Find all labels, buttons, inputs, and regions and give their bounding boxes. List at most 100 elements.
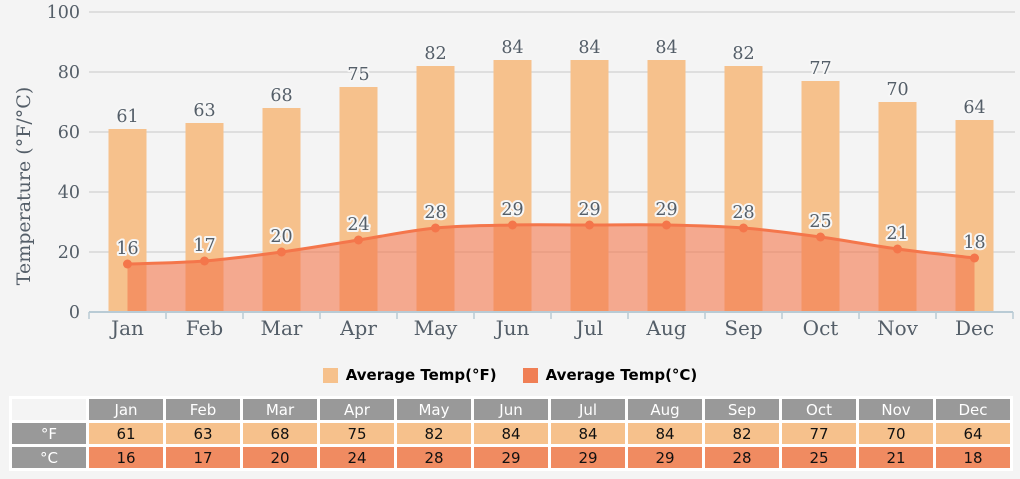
temperature-table-wrap: Jan Feb Mar Apr May Jun Jul Aug Sep Oct Nov Dec °F 61… xyxy=(9,396,1013,471)
line-value-label: 17 xyxy=(193,236,215,256)
x-axis-month-label: Apr xyxy=(339,316,377,340)
line-value-label: 16 xyxy=(116,239,138,259)
bar-value-label: 61 xyxy=(116,107,138,127)
line-marker[interactable] xyxy=(354,235,363,245)
temperature-chart: 61 63 68 75 82 84 84 84 82 77 70 64 16 17 20 24 28 29 29 29… xyxy=(13,3,1015,340)
x-axis-month-label: Jun xyxy=(494,316,530,340)
line-marker[interactable] xyxy=(277,247,286,257)
table-month-header: Jul xyxy=(551,399,625,420)
y-axis-tick-label: 0 xyxy=(69,303,80,323)
y-axis-tick-label: 60 xyxy=(58,123,80,143)
bar-value-label: 84 xyxy=(655,38,677,58)
line-value-label: 24 xyxy=(347,215,369,235)
line-marker[interactable] xyxy=(816,232,825,242)
line-marker[interactable] xyxy=(739,223,748,233)
table-row: °C 16 17 20 24 28 29 29 29 28 25 21 18 xyxy=(12,447,1010,468)
table-cell: 70 xyxy=(859,423,933,444)
table-cell: 84 xyxy=(474,423,548,444)
y-axis-tick-label: 80 xyxy=(58,63,80,83)
line-marker[interactable] xyxy=(431,223,440,233)
table-cell: 29 xyxy=(628,447,702,468)
table-month-header: Feb xyxy=(166,399,240,420)
line-value-label: 29 xyxy=(578,200,600,220)
table-cell: 28 xyxy=(705,447,779,468)
legend-item-avg-temp-c[interactable]: Average Temp(°C) xyxy=(522,366,698,384)
table-cell: 68 xyxy=(243,423,317,444)
table-row-label: °F xyxy=(12,423,86,444)
table-month-header: Jan xyxy=(89,399,163,420)
table-cell: 64 xyxy=(936,423,1010,444)
table-cell: 75 xyxy=(320,423,394,444)
table-cell: 17 xyxy=(166,447,240,468)
legend-swatch-c-icon xyxy=(522,367,538,383)
table-cell: 25 xyxy=(782,447,856,468)
line-value-label: 28 xyxy=(424,203,446,223)
area-avg-temp-c[interactable] xyxy=(127,224,975,312)
line-marker[interactable] xyxy=(893,244,902,254)
chart-legend: Average Temp(°F) Average Temp(°C) xyxy=(0,362,1020,388)
x-axis-month-label: Mar xyxy=(261,316,303,340)
legend-item-avg-temp-f[interactable]: Average Temp(°F) xyxy=(322,366,497,384)
line-marker[interactable] xyxy=(662,220,671,230)
table-cell: 77 xyxy=(782,423,856,444)
bar-value-label: 68 xyxy=(270,86,292,106)
line-avg-temp-c xyxy=(127,223,975,266)
y-axis-title: Temperature (°F/°C) xyxy=(13,87,35,285)
table-month-header: Dec xyxy=(936,399,1010,420)
bar-value-label: 82 xyxy=(732,44,754,64)
table-month-header: Apr xyxy=(320,399,394,420)
line-value-label: 29 xyxy=(655,200,677,220)
bar-value-label: 64 xyxy=(963,98,985,118)
line-marker[interactable] xyxy=(200,256,209,266)
table-cell: 84 xyxy=(551,423,625,444)
legend-label-f: Average Temp(°F) xyxy=(345,366,497,384)
table-month-header: Sep xyxy=(705,399,779,420)
bar-value-label: 84 xyxy=(578,38,600,58)
table-month-header: Nov xyxy=(859,399,933,420)
table-cell: 61 xyxy=(89,423,163,444)
y-axis-tick-label: 40 xyxy=(58,183,80,203)
line-value-label: 20 xyxy=(270,227,292,247)
bar-value-label: 82 xyxy=(424,44,446,64)
table-month-header: Aug xyxy=(628,399,702,420)
line-marker[interactable] xyxy=(970,253,979,263)
table-month-header: Mar xyxy=(243,399,317,420)
x-axis-month-label: Jan xyxy=(109,316,144,340)
x-axis-month-label: Feb xyxy=(186,316,223,340)
table-cell: 20 xyxy=(243,447,317,468)
table-cell: 63 xyxy=(166,423,240,444)
table-cell: 82 xyxy=(397,423,471,444)
table-cell: 16 xyxy=(89,447,163,468)
table-cell: 82 xyxy=(705,423,779,444)
line-marker[interactable] xyxy=(123,259,132,269)
table-month-header: Jun xyxy=(474,399,548,420)
line-value-label: 21 xyxy=(886,224,908,244)
line-value-label: 18 xyxy=(963,233,985,253)
bar-value-label: 75 xyxy=(347,65,369,85)
table-cell: 24 xyxy=(320,447,394,468)
x-axis-month-label: May xyxy=(414,316,458,340)
line-marker[interactable] xyxy=(508,220,517,230)
table-row-label: °C xyxy=(12,447,86,468)
legend-label-c: Average Temp(°C) xyxy=(545,366,698,384)
x-axis-month-label: Dec xyxy=(955,316,994,340)
table-cell: 21 xyxy=(859,447,933,468)
table-month-header: May xyxy=(397,399,471,420)
line-value-label: 29 xyxy=(501,200,523,220)
table-cell: 29 xyxy=(551,447,625,468)
table-cell: 18 xyxy=(936,447,1010,468)
table-month-header: Oct xyxy=(782,399,856,420)
line-value-label: 28 xyxy=(732,203,754,223)
legend-swatch-f-icon xyxy=(322,367,338,383)
table-cell: 28 xyxy=(397,447,471,468)
temperature-table: Jan Feb Mar Apr May Jun Jul Aug Sep Oct Nov Dec °F 61… xyxy=(9,396,1013,471)
y-axis-tick-label: 100 xyxy=(47,3,80,23)
table-cell: 29 xyxy=(474,447,548,468)
line-marker[interactable] xyxy=(585,220,594,230)
y-axis-tick-label: 20 xyxy=(58,243,80,263)
line-value-label: 25 xyxy=(809,212,831,232)
x-axis-month-label: Sep xyxy=(724,316,762,340)
x-axis-month-label: Aug xyxy=(645,316,686,340)
bar-value-label: 84 xyxy=(501,38,523,58)
